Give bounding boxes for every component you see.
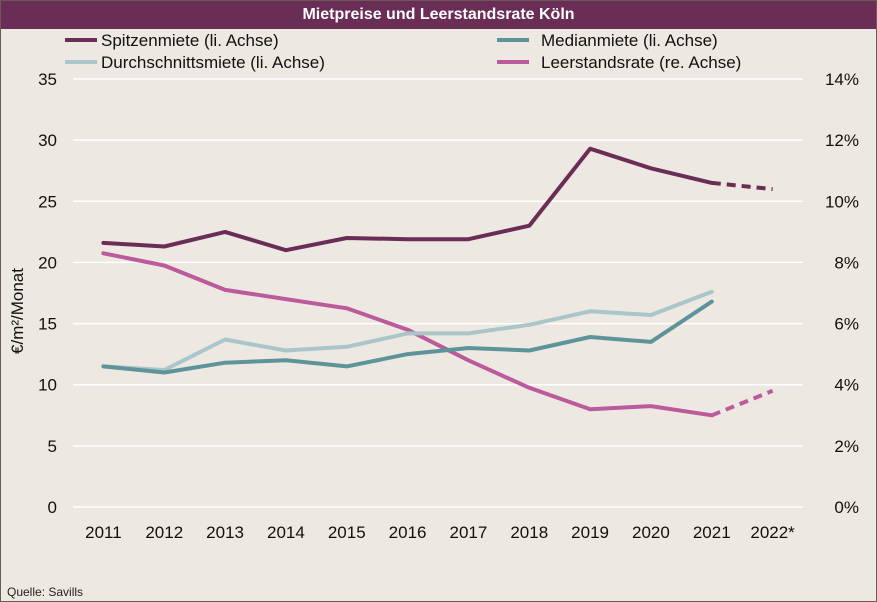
x-tick-label: 2011 xyxy=(85,523,122,542)
x-tick-label: 2018 xyxy=(510,523,548,542)
y2-tick-label: 2% xyxy=(834,437,859,456)
y2-tick-label: 12% xyxy=(825,131,859,150)
series-line xyxy=(101,251,714,418)
x-tick-label: 2019 xyxy=(571,523,609,542)
grid xyxy=(73,78,803,508)
x-tick-label: 2015 xyxy=(328,523,366,542)
y-tick-label: 0 xyxy=(48,498,57,517)
source-note: Quelle: Savills xyxy=(7,585,84,599)
y2-tick-label: 0% xyxy=(834,498,859,517)
x-axis: 2011 2012 2013 2014 2015 2016 2017 2018 2019 2020… xyxy=(85,523,795,542)
y2-tick-label: 6% xyxy=(834,315,859,334)
series-line xyxy=(101,289,714,372)
series-line xyxy=(101,299,714,375)
x-tick-label: 2013 xyxy=(206,523,244,542)
x-tick-label: 2021 xyxy=(693,523,731,542)
y2-tick-label: 8% xyxy=(834,253,859,272)
y-tick-label: 25 xyxy=(38,192,57,211)
y-tick-label: 15 xyxy=(38,315,57,334)
y-tick-label: 5 xyxy=(48,437,57,456)
y-tick-label: 10 xyxy=(38,376,57,395)
chart-svg: Spitzenmiete (li. Achse) Medianmiete (li.… xyxy=(8,31,859,542)
x-tick-label: 2022* xyxy=(750,523,795,542)
y2-tick-label: 10% xyxy=(825,192,859,211)
y-tick-label: 35 xyxy=(38,70,57,89)
legend: Spitzenmiete (li. Achse) Medianmiete (li.… xyxy=(65,31,741,72)
y-tick-label: 20 xyxy=(38,253,57,272)
series-line-forecast xyxy=(711,388,774,418)
title-bar: Mietpreise und Leerstandsrate Köln xyxy=(1,1,876,29)
legend-label: Medianmiete (li. Achse) xyxy=(541,31,718,50)
y-axis-right: 0% 2% 4% 6% 8% 10% 12% 14% xyxy=(825,70,859,517)
series-line-forecast xyxy=(711,180,773,192)
legend-label: Durchschnittsmiete (li. Achse) xyxy=(101,53,325,72)
y-tick-label: 30 xyxy=(38,131,57,150)
x-tick-label: 2017 xyxy=(450,523,488,542)
y2-tick-label: 14% xyxy=(825,70,859,89)
legend-label: Leerstandsrate (re. Achse) xyxy=(541,53,741,72)
x-tick-label: 2020 xyxy=(632,523,670,542)
chart-title: Mietpreise und Leerstandsrate Köln xyxy=(302,6,575,23)
series-lines xyxy=(101,146,774,418)
legend-label: Spitzenmiete (li. Achse) xyxy=(101,31,279,50)
y2-tick-label: 4% xyxy=(834,376,859,395)
x-tick-label: 2014 xyxy=(267,523,305,542)
y-axis-left: 0 5 10 15 20 25 30 35 xyxy=(38,70,57,517)
y-axis-title: €/m²/Monat xyxy=(8,268,27,354)
x-tick-label: 2012 xyxy=(145,523,183,542)
x-tick-label: 2016 xyxy=(389,523,427,542)
series-line xyxy=(101,146,714,253)
